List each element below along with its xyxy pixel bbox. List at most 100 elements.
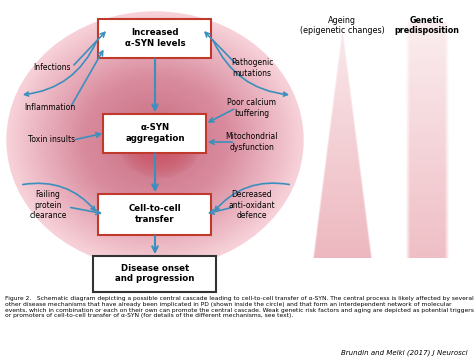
Ellipse shape <box>42 42 268 238</box>
Text: Ageing
(epigenetic changes): Ageing (epigenetic changes) <box>300 16 384 35</box>
Ellipse shape <box>120 110 190 170</box>
Ellipse shape <box>46 46 264 234</box>
Ellipse shape <box>143 129 167 151</box>
Ellipse shape <box>153 138 157 142</box>
Ellipse shape <box>128 117 182 164</box>
Ellipse shape <box>81 76 229 204</box>
Ellipse shape <box>64 61 246 219</box>
Ellipse shape <box>103 95 207 185</box>
Ellipse shape <box>108 100 202 180</box>
Ellipse shape <box>54 53 256 227</box>
Ellipse shape <box>113 104 197 176</box>
Ellipse shape <box>136 126 184 165</box>
Ellipse shape <box>126 114 184 166</box>
Ellipse shape <box>152 139 168 152</box>
Ellipse shape <box>32 33 278 247</box>
Ellipse shape <box>147 134 163 147</box>
Text: Brundin and Melki (2017) J Neurosci: Brundin and Melki (2017) J Neurosci <box>341 349 468 356</box>
Ellipse shape <box>132 122 188 168</box>
Text: Genetic
predisposition: Genetic predisposition <box>394 16 459 35</box>
Ellipse shape <box>27 29 283 251</box>
Ellipse shape <box>29 31 281 249</box>
Ellipse shape <box>145 131 165 148</box>
Ellipse shape <box>71 68 239 213</box>
Ellipse shape <box>128 119 192 171</box>
Ellipse shape <box>130 119 180 161</box>
Ellipse shape <box>140 129 180 161</box>
Text: Inflammation: Inflammation <box>24 104 76 113</box>
Ellipse shape <box>138 125 172 155</box>
Ellipse shape <box>44 44 266 236</box>
Ellipse shape <box>135 123 175 157</box>
Ellipse shape <box>83 78 227 202</box>
Text: Disease onset
and progression: Disease onset and progression <box>115 264 195 283</box>
Text: Pathogenic
mutations: Pathogenic mutations <box>231 58 273 78</box>
Ellipse shape <box>51 51 259 230</box>
Text: Toxin insults: Toxin insults <box>28 135 75 144</box>
Ellipse shape <box>34 35 276 244</box>
Ellipse shape <box>61 59 249 221</box>
Ellipse shape <box>59 57 251 223</box>
Ellipse shape <box>49 48 261 232</box>
Text: Cell-to-cell
transfer: Cell-to-cell transfer <box>128 204 182 224</box>
Ellipse shape <box>69 65 241 215</box>
Ellipse shape <box>17 21 293 260</box>
Ellipse shape <box>7 12 303 268</box>
Ellipse shape <box>66 63 244 217</box>
Ellipse shape <box>9 14 301 266</box>
Ellipse shape <box>12 16 298 264</box>
Ellipse shape <box>36 38 273 242</box>
Ellipse shape <box>122 114 198 176</box>
Text: Poor calcium
buffering: Poor calcium buffering <box>228 98 276 118</box>
Ellipse shape <box>86 80 224 200</box>
Text: Failing
protein
clearance: Failing protein clearance <box>29 190 67 220</box>
Text: Infections: Infections <box>33 64 71 73</box>
Ellipse shape <box>140 127 170 153</box>
Ellipse shape <box>150 137 170 153</box>
Ellipse shape <box>120 113 200 178</box>
Ellipse shape <box>133 121 177 159</box>
FancyBboxPatch shape <box>93 256 217 291</box>
Ellipse shape <box>39 40 271 240</box>
Ellipse shape <box>138 127 182 163</box>
Ellipse shape <box>148 135 172 155</box>
Ellipse shape <box>96 89 214 191</box>
Ellipse shape <box>73 70 237 210</box>
Ellipse shape <box>93 87 217 193</box>
Ellipse shape <box>116 106 194 174</box>
FancyBboxPatch shape <box>99 18 211 57</box>
Text: Mitochondrial
dysfunction: Mitochondrial dysfunction <box>226 132 278 152</box>
FancyBboxPatch shape <box>99 193 211 235</box>
Ellipse shape <box>98 91 212 189</box>
Text: α-SYN
aggregation: α-SYN aggregation <box>125 123 185 143</box>
Ellipse shape <box>158 143 162 147</box>
Ellipse shape <box>154 140 166 150</box>
Ellipse shape <box>134 124 186 166</box>
Ellipse shape <box>126 117 194 173</box>
Text: Increased
α-SYN levels: Increased α-SYN levels <box>125 28 185 48</box>
Ellipse shape <box>56 55 254 225</box>
FancyBboxPatch shape <box>103 113 207 152</box>
Ellipse shape <box>142 130 178 160</box>
Ellipse shape <box>146 134 174 156</box>
Text: Decreased
anti-oxidant
defence: Decreased anti-oxidant defence <box>228 190 275 220</box>
Ellipse shape <box>144 132 176 158</box>
Ellipse shape <box>24 27 286 253</box>
Ellipse shape <box>130 121 190 169</box>
Ellipse shape <box>91 84 219 195</box>
Ellipse shape <box>19 23 291 257</box>
Ellipse shape <box>22 25 288 255</box>
Ellipse shape <box>124 116 196 174</box>
Ellipse shape <box>14 18 296 262</box>
Ellipse shape <box>118 108 192 172</box>
Ellipse shape <box>88 82 222 197</box>
Ellipse shape <box>150 136 160 144</box>
Ellipse shape <box>79 74 231 206</box>
Ellipse shape <box>76 72 234 208</box>
Text: Figure 2.   Schematic diagram depicting a possible central cascade leading to ce: Figure 2. Schematic diagram depicting a … <box>5 296 474 318</box>
Ellipse shape <box>156 142 164 148</box>
Ellipse shape <box>106 97 204 183</box>
Ellipse shape <box>101 93 209 187</box>
Ellipse shape <box>123 112 187 168</box>
Ellipse shape <box>110 101 200 178</box>
